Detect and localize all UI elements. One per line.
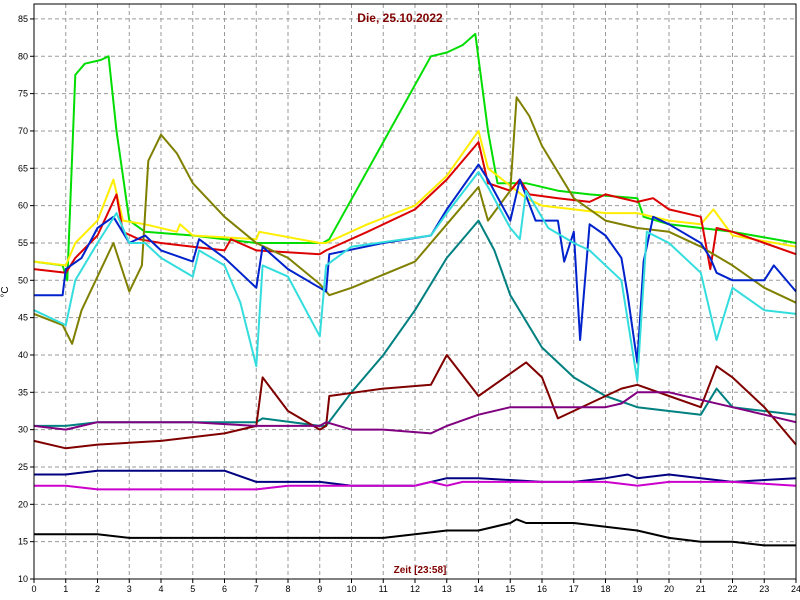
y-tick-label: 80 xyxy=(18,51,28,61)
x-tick-label: 18 xyxy=(600,584,610,594)
x-tick-label: 5 xyxy=(190,584,195,594)
y-tick-label: 70 xyxy=(18,126,28,136)
x-tick-label: 0 xyxy=(31,584,36,594)
y-tick-label: 20 xyxy=(18,499,28,509)
y-tick-label: 45 xyxy=(18,313,28,323)
series-line-6 xyxy=(33,171,797,383)
x-tick-label: 13 xyxy=(442,584,452,594)
series-line-10 xyxy=(34,469,797,487)
x-tick-label: 11 xyxy=(379,584,388,594)
y-tick-label: 30 xyxy=(18,425,28,435)
x-tick-label: 24 xyxy=(791,584,800,594)
y-tick-label: 65 xyxy=(18,163,28,173)
x-tick-label: 20 xyxy=(664,584,674,594)
x-tick-label: 4 xyxy=(158,584,163,594)
axes xyxy=(30,3,797,583)
series-line-5 xyxy=(34,163,797,364)
series-line-2 xyxy=(33,129,797,267)
x-tick-label: 9 xyxy=(317,584,322,594)
y-tick-label: 55 xyxy=(18,238,28,248)
tick-labels: 0 1 2 3 4 5 6 7 8 9 10 11 12 13 14 15 16 17 18 19 20 21 22 23 24… xyxy=(18,14,800,594)
series-line-8 xyxy=(33,354,797,450)
x-tick-label: 6 xyxy=(222,584,227,594)
series-line-11 xyxy=(34,480,797,491)
x-tick-label: 3 xyxy=(127,584,132,594)
x-axis-label: Zeit [23:58] xyxy=(394,565,447,576)
y-tick-label: 10 xyxy=(18,574,28,584)
x-tick-label: 22 xyxy=(727,584,737,594)
x-tick-label: 17 xyxy=(569,584,579,594)
series-group xyxy=(33,32,797,547)
series-line-9 xyxy=(33,391,797,435)
y-tick-label: 35 xyxy=(18,387,28,397)
x-tick-label: 8 xyxy=(285,584,290,594)
series-line-1 xyxy=(33,32,797,282)
x-tick-label: 23 xyxy=(759,584,769,594)
x-tick-label: 15 xyxy=(505,584,515,594)
y-tick-label: 15 xyxy=(18,537,28,547)
x-tick-label: 12 xyxy=(410,584,420,594)
y-tick-label: 25 xyxy=(18,462,28,472)
x-tick-label: 14 xyxy=(473,584,483,594)
x-tick-label: 21 xyxy=(696,584,706,594)
series-line-3 xyxy=(33,141,797,274)
y-tick-label: 40 xyxy=(18,350,28,360)
y-tick-label: 75 xyxy=(18,89,28,99)
y-tick-label: 85 xyxy=(18,14,28,24)
x-tick-label: 7 xyxy=(254,584,259,594)
chart-title: Die, 25.10.2022 xyxy=(357,11,443,25)
y-axis-label: °C xyxy=(0,286,11,297)
x-tick-label: 10 xyxy=(346,584,356,594)
y-tick-label: 50 xyxy=(18,275,28,285)
series-line-12 xyxy=(34,518,796,547)
x-tick-label: 19 xyxy=(632,584,642,594)
series-line-4 xyxy=(33,96,797,345)
x-tick-label: 1 xyxy=(63,584,68,594)
x-tick-label: 16 xyxy=(537,584,547,594)
x-tick-label: 2 xyxy=(95,584,100,594)
y-tick-label: 60 xyxy=(18,201,28,211)
